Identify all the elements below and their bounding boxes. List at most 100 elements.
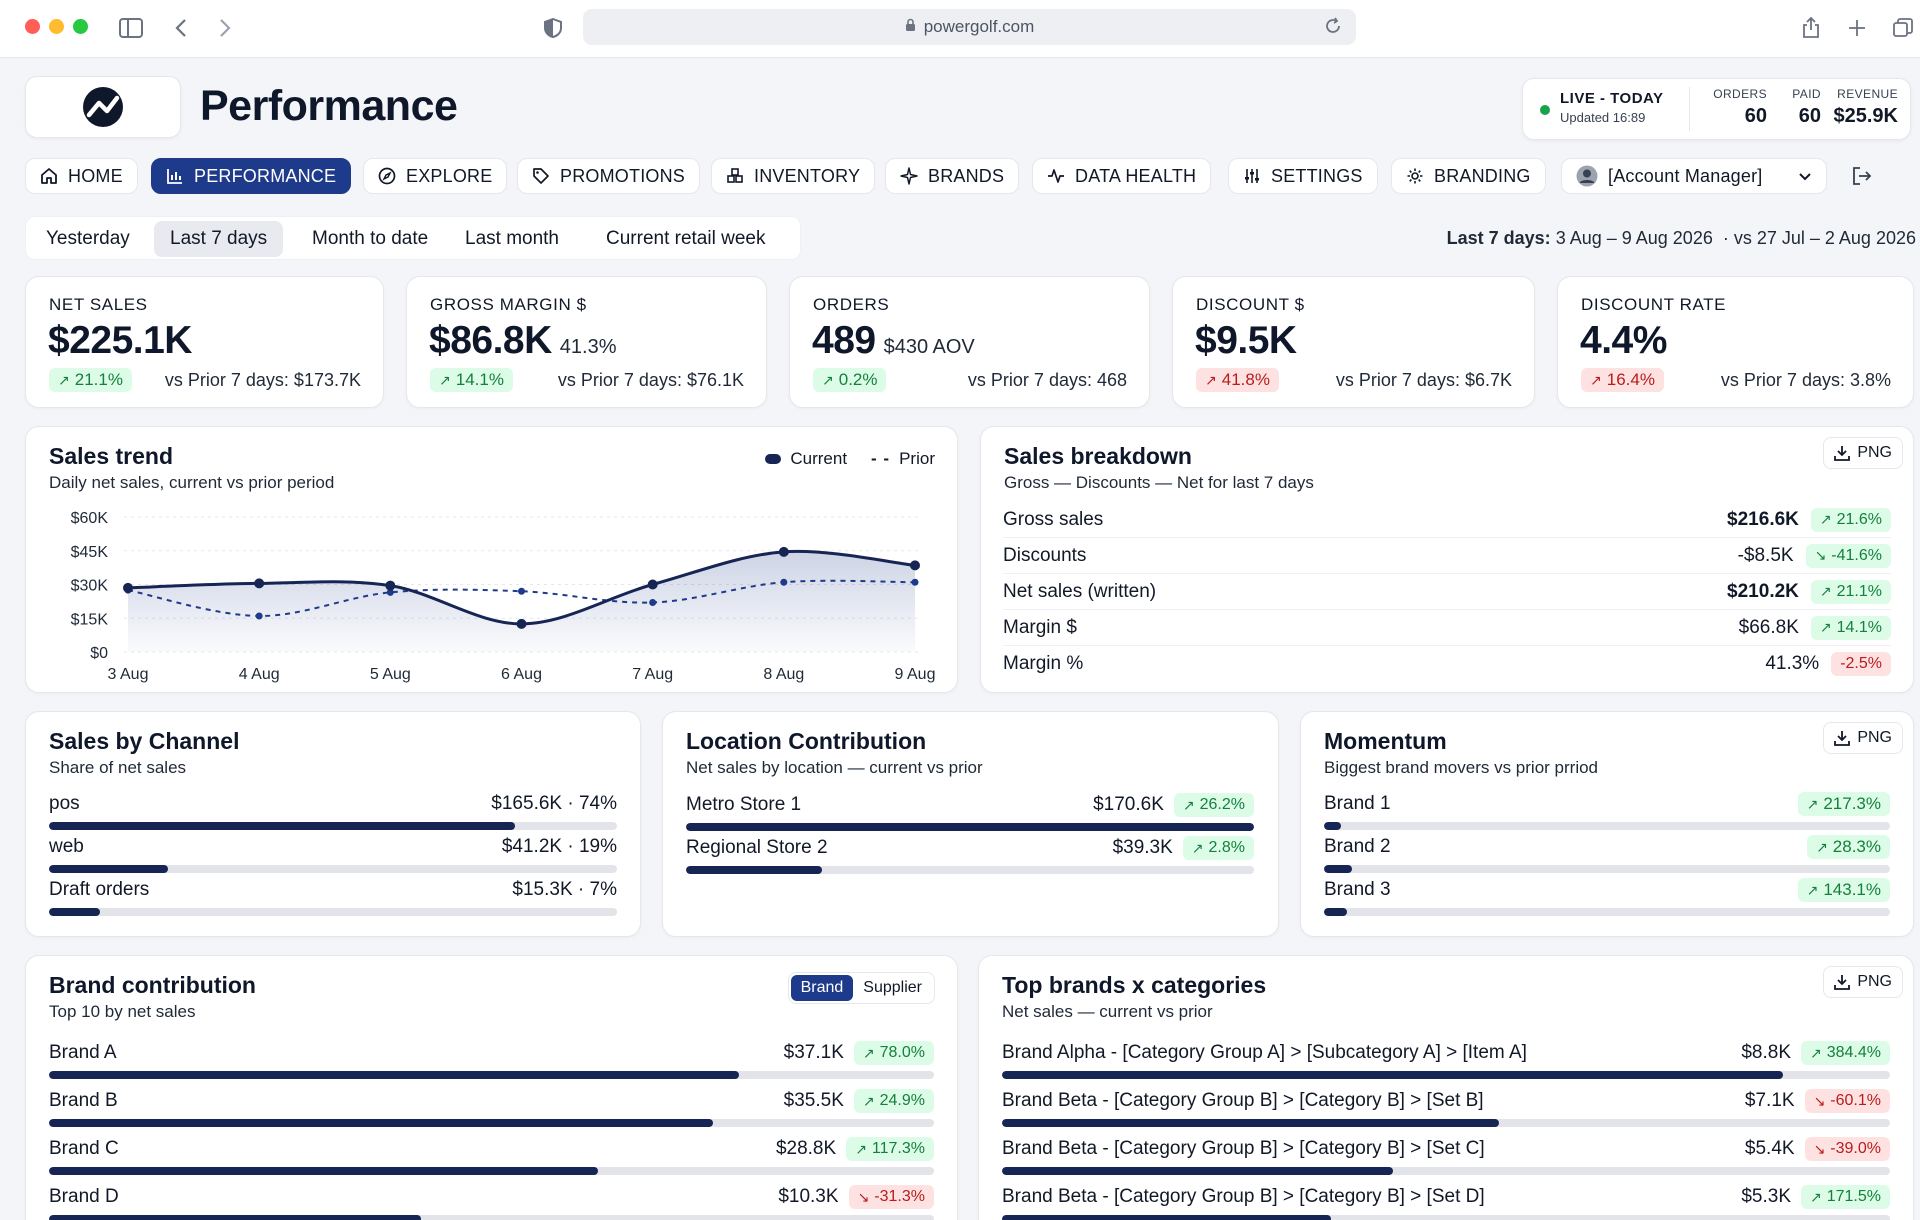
location-label: Metro Store 1 [686, 794, 802, 815]
bar-track [49, 1167, 934, 1175]
breakdown-label: Margin % [1003, 653, 1084, 674]
panel-title: Sales breakdown [1004, 443, 1192, 469]
live-orders: ORDERS 60 [1703, 87, 1767, 128]
download-icon [1834, 975, 1851, 990]
location-label: Regional Store 2 [686, 837, 828, 858]
range-last-month[interactable]: Last month [465, 228, 559, 249]
legend-current-label: Current [790, 449, 848, 468]
sales-trend-panel: Sales trend Daily net sales, current vs … [25, 426, 958, 693]
brand-change-badge: ↘ -31.3% [848, 1185, 934, 1209]
brand-change-badge: ↗ 78.0% [853, 1041, 934, 1065]
breakdown-change: 21.1% [1836, 582, 1882, 600]
momentum-panel: Momentum Biggest brand movers vs prior p… [1300, 711, 1914, 937]
logo-icon [83, 87, 123, 127]
export-png-button[interactable]: PNG [1823, 722, 1903, 754]
live-revenue-value: $25.9K [1833, 105, 1899, 127]
back-icon[interactable] [166, 13, 196, 43]
live-label: LIVE - TODAY [1560, 90, 1664, 107]
panel-title: Location Contribution [686, 728, 927, 754]
breakdown-change-badge: ↗ 21.1% [1810, 579, 1891, 604]
arrow-down-right-icon: ↘ [1813, 1140, 1826, 1157]
location-contribution-panel: Location Contribution Net sales by locat… [662, 711, 1279, 937]
breakdown-value: 41.3% [1765, 653, 1820, 674]
momentum-change-badge: ↗ 28.3% [1807, 835, 1890, 859]
brand-change-badge: ↗ 24.9% [853, 1089, 934, 1113]
account-dropdown[interactable]: [Account Manager] [1561, 158, 1827, 194]
brand-category-value: $5.4K [1744, 1138, 1795, 1159]
logout-icon[interactable] [1848, 162, 1876, 190]
bar-fill [1324, 908, 1347, 916]
export-png-button[interactable]: PNG [1823, 437, 1903, 469]
nav-branding[interactable]: BRANDING [1391, 158, 1546, 194]
brand-value: $10.3K [778, 1186, 839, 1207]
brand-value: $28.8K [775, 1138, 837, 1159]
brand-category-change: 384.4% [1826, 1044, 1881, 1061]
brand-label: Brand D [49, 1186, 119, 1207]
tag-icon [532, 167, 550, 185]
range-yesterday[interactable]: Yesterday [46, 228, 130, 249]
prior-point [518, 587, 525, 595]
channel-value: $15.3K · 7% [512, 879, 617, 900]
location-change-badge: ↗ 2.8% [1182, 836, 1254, 860]
top-brands-categories-panel: Top brands x categories Net sales — curr… [978, 955, 1914, 1220]
brand-supplier-toggle: Brand Supplier [787, 972, 935, 1004]
brand-category-value: $8.8K [1741, 1042, 1791, 1063]
nav-promotions[interactable]: PROMOTIONS [517, 158, 701, 194]
download-icon [1834, 731, 1851, 746]
toggle-brand[interactable]: Brand [790, 975, 854, 1001]
live-orders-value: 60 [1744, 105, 1767, 127]
range-last-7-days[interactable]: Last 7 days [154, 221, 284, 257]
arrow-up-right-icon: ↗ [1205, 371, 1217, 388]
sliders-icon [1243, 167, 1261, 185]
nav-data-health-label: DATA HEALTH [1075, 165, 1197, 186]
sidebar-toggle-icon[interactable] [116, 13, 146, 43]
channel-item: pos $165.6K · 74% [49, 791, 617, 830]
forward-icon[interactable] [210, 13, 240, 43]
panel-subtitle: Daily net sales, current vs prior period [49, 473, 335, 492]
brand-label: Brand C [49, 1138, 119, 1159]
nav-performance[interactable]: PERFORMANCE [151, 158, 352, 194]
avatar [1576, 165, 1598, 187]
minimize-window-button[interactable] [49, 19, 64, 34]
new-tab-icon[interactable] [1842, 13, 1872, 43]
range-month-to-date[interactable]: Month to date [312, 228, 429, 249]
panel-subtitle: Biggest brand movers vs prior prriod [1324, 758, 1599, 777]
tab-overview-icon[interactable] [1888, 13, 1918, 43]
kpi-value: $9.5K [1195, 319, 1297, 363]
bar-track [49, 908, 617, 916]
export-png-button[interactable]: PNG [1823, 966, 1903, 998]
nav-explore[interactable]: EXPLORE [363, 158, 508, 194]
legend-prior-label: Prior [899, 449, 935, 468]
bar-track [1324, 822, 1890, 830]
brand-category-change: -60.1% [1830, 1092, 1881, 1109]
location-item: Regional Store 2 $39.3K ↗ 2.8% [686, 835, 1254, 874]
nav-brands[interactable]: BRANDS [885, 158, 1020, 194]
kpi-card-net-sales: NET SALES $225.1K ↗ 21.1% vs Prior 7 days… [25, 276, 384, 408]
nav-settings[interactable]: SETTINGS [1228, 158, 1378, 194]
momentum-item: Brand 3 ↗ 143.1% [1324, 877, 1890, 916]
current-point [778, 546, 789, 557]
prior-point [780, 578, 788, 586]
address-bar[interactable]: powergolf.com [583, 9, 1356, 45]
live-paid-value: 60 [1798, 105, 1821, 127]
shield-icon[interactable] [538, 13, 568, 43]
close-window-button[interactable] [25, 19, 40, 34]
breakdown-change: 14.1% [1836, 618, 1882, 636]
nav-inventory-label: INVENTORY [754, 165, 861, 186]
arrow-up-right-icon: ↗ [1810, 1188, 1822, 1205]
toggle-supplier[interactable]: Supplier [863, 979, 922, 996]
share-icon[interactable] [1796, 13, 1826, 43]
sales-breakdown-panel: Sales breakdown Gross — Discounts — Net … [980, 426, 1914, 693]
nav-home[interactable]: HOME [25, 158, 138, 194]
nav-data-health[interactable]: DATA HEALTH [1032, 158, 1212, 194]
bar-fill [686, 823, 1254, 831]
bar-fill [1002, 1071, 1784, 1079]
nav-inventory[interactable]: INVENTORY [711, 158, 876, 194]
arrow-up-right-icon: ↗ [439, 371, 451, 388]
maximize-window-button[interactable] [73, 19, 88, 34]
location-value: $39.3K [1112, 837, 1173, 858]
reload-icon[interactable] [1324, 17, 1342, 40]
range-current-retail-week[interactable]: Current retail week [606, 228, 766, 249]
brand-item: Brand B $35.5K ↗ 24.9% [49, 1088, 934, 1127]
brand-logo[interactable] [25, 76, 181, 138]
